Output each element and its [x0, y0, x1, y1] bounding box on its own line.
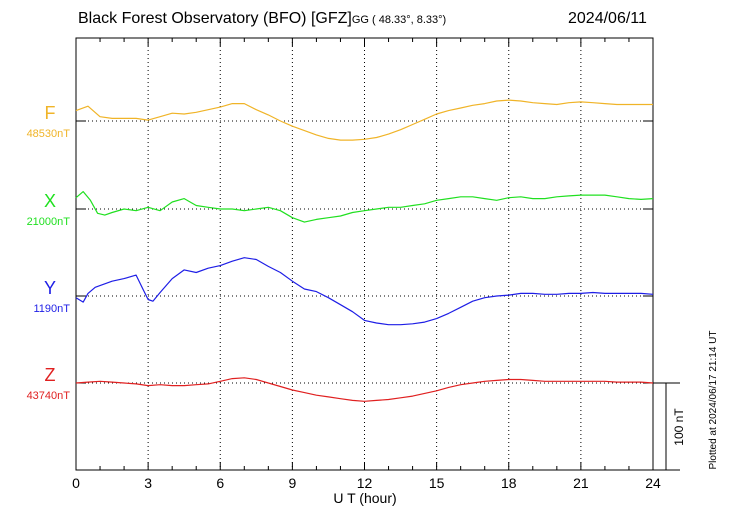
- x-tick-label-3: 3: [144, 475, 152, 491]
- series-name-F: F: [45, 103, 56, 123]
- series-line-Y: [75, 257, 654, 326]
- series-baseline-F: 48530nT: [27, 128, 71, 140]
- scale-bar-label: 100 nT: [672, 408, 686, 446]
- series-baseline-X: 21000nT: [27, 216, 71, 228]
- x-tick-label-0: 0: [72, 475, 80, 491]
- x-axis-label: U T (hour): [333, 490, 396, 506]
- series-name-X: X: [44, 191, 56, 211]
- x-axis-ticks: [75, 38, 654, 470]
- series-baseline-Z: 43740nT: [27, 390, 71, 402]
- x-tick-label-12: 12: [357, 475, 373, 491]
- chart-title: Black Forest Observatory (BFO) [GFZ]GG (…: [78, 10, 446, 28]
- x-tick-label-15: 15: [429, 475, 445, 491]
- series-line-F: [75, 99, 653, 141]
- series-name-Z: Z: [45, 365, 56, 385]
- baseline-lines: [76, 120, 653, 384]
- chart-date: 2024/06/11: [568, 10, 647, 27]
- x-axis-tick-labels: 0 3 6 9 12 15 18 21 24: [72, 475, 661, 491]
- series-line-X: [75, 191, 654, 223]
- x-tick-label-9: 9: [288, 475, 296, 491]
- plotted-note: Plotted at 2024/06/17 21:14 UT: [708, 331, 719, 470]
- coordinates: GG ( 48.33°, 8.33°): [351, 14, 447, 26]
- x-tick-label-18: 18: [501, 475, 517, 491]
- series-lines: [75, 99, 654, 402]
- series-labels: F 48530nT X 21000nT Y 1190nT Z 43740nT: [27, 103, 71, 402]
- observatory-title: Black Forest Observatory (BFO) [GFZ]: [78, 10, 352, 27]
- x-tick-label-6: 6: [216, 475, 224, 491]
- series-baseline-Y: 1190nT: [34, 303, 71, 315]
- grid-lines: [147, 38, 582, 470]
- series-line-Z: [75, 377, 654, 402]
- x-tick-label-21: 21: [573, 475, 589, 491]
- series-name-Y: Y: [44, 278, 56, 298]
- x-tick-label-24: 24: [645, 475, 661, 491]
- scale-bar: 100 nT: [653, 382, 686, 471]
